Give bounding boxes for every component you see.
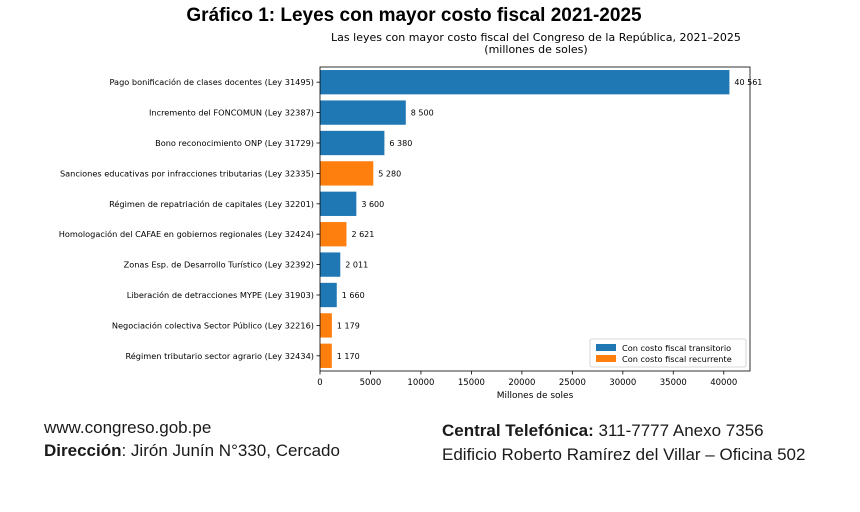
plot-frame [319, 66, 751, 372]
x-tick-label: 35000 [660, 378, 687, 388]
bar-6 [320, 222, 347, 247]
x-tick-label: 0 [317, 378, 322, 388]
x-tick-label: 40000 [710, 378, 737, 388]
figure-title: Gráfico 1: Leyes con mayor costo fiscal … [186, 5, 642, 26]
value-label: 5 280 [378, 169, 401, 178]
value-label: 8 500 [411, 109, 434, 118]
x-tick-label: 25000 [559, 378, 586, 388]
bar-8 [320, 282, 337, 308]
legend-swatch-transitorio [596, 344, 616, 351]
category-label: Sanciones educativas por infracciones tr… [60, 168, 314, 178]
address-label: Dirección [44, 441, 122, 460]
legend-label-transitorio: Con costo fiscal transitorio [622, 343, 731, 353]
bar-5 [320, 191, 357, 216]
bar-1 [320, 70, 730, 95]
category-label: Pago bonificación de clases docentes (Le… [109, 77, 314, 87]
category-label: Liberación de detracciones MYPE (Ley 319… [127, 290, 314, 300]
footer-address: Dirección: Jirón Junín N°330, Cercado [44, 441, 340, 461]
footer-website: www.congreso.gob.pe [44, 418, 212, 437]
category-label: Régimen tributario sector agrario (Ley 3… [125, 351, 314, 361]
category-label: Bono reconocimiento ONP (Ley 31729) [155, 138, 314, 148]
value-label: 3 600 [361, 200, 384, 209]
x-tick-label: 30000 [609, 378, 636, 388]
value-label: 40 561 [734, 78, 762, 87]
x-tick-label: 5000 [360, 378, 382, 388]
bar-4 [320, 161, 374, 186]
category-label: Zonas Esp. de Desarrollo Turístico (Ley … [124, 260, 314, 270]
bars-group [320, 70, 730, 368]
value-label: 2 621 [351, 230, 374, 239]
category-labels: Pago bonificación de clases docentes (Le… [59, 77, 320, 361]
legend-box [589, 338, 747, 368]
category-label: Incremento del FONCOMUN (Ley 32387) [149, 108, 314, 118]
phone-label: Central Telefónica: [442, 421, 594, 440]
category-label: Negociación colectiva Sector Público (Le… [112, 320, 314, 330]
address-value: : Jirón Junín N°330, Cercado [121, 441, 340, 460]
value-label: 1 660 [342, 291, 365, 300]
x-tick-label: 20000 [508, 378, 535, 388]
value-labels: 40 561 8 500 6 380 5 280 3 600 2 621 2 011 1 66… [337, 78, 763, 361]
footer-phone: Central Telefónica: 311-7777 Anexo 7356 [442, 421, 764, 441]
value-label: 6 380 [389, 139, 412, 148]
x-axis-ticks: 0 5000 10000 15000 20000 25000 30000 35000 40000 [317, 371, 737, 388]
x-axis-label: Millones de soles [497, 391, 574, 401]
chart-subtitle: (millones de soles) [484, 43, 587, 56]
phone-value: 311-7777 Anexo 7356 [593, 421, 764, 440]
value-label: 1 179 [337, 321, 360, 330]
bar-2 [320, 100, 406, 125]
legend-label-recurrente: Con costo fiscal recurrente [622, 354, 732, 364]
category-label: Régimen de repatriación de capitales (Le… [109, 199, 314, 209]
bar-7 [320, 252, 341, 277]
x-tick-label: 10000 [407, 378, 434, 388]
bar-9 [320, 313, 332, 338]
chart-title: Las leyes con mayor costo fiscal del Con… [331, 31, 741, 44]
value-label: 2 011 [345, 261, 368, 270]
bar-3 [320, 130, 385, 156]
legend-swatch-recurrente [596, 355, 616, 362]
footer-building: Edificio Roberto Ramírez del Villar – Of… [442, 445, 806, 464]
x-tick-label: 15000 [458, 378, 485, 388]
bar-10 [320, 343, 332, 368]
bar-chart: Las leyes con mayor costo fiscal del Con… [59, 31, 763, 401]
value-label: 1 170 [337, 352, 360, 361]
category-label: Homologación del CAFAE en gobiernos regi… [59, 229, 314, 239]
